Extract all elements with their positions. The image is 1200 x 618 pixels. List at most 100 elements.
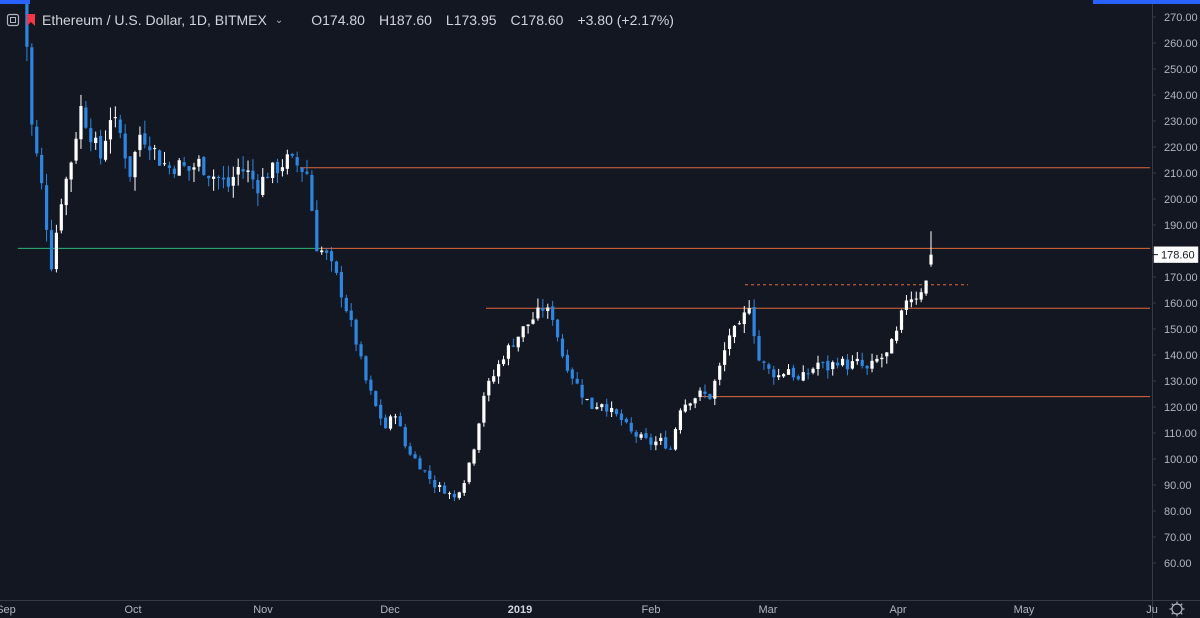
candle[interactable] bbox=[270, 162, 275, 184]
candle[interactable] bbox=[467, 462, 471, 485]
candle[interactable] bbox=[379, 399, 383, 426]
chevron-down-icon[interactable]: ⌄ bbox=[274, 14, 284, 26]
candle[interactable] bbox=[393, 413, 398, 425]
candlestick-series[interactable] bbox=[20, 0, 933, 502]
candle[interactable] bbox=[639, 432, 643, 440]
candle[interactable] bbox=[256, 174, 260, 207]
candle[interactable] bbox=[221, 165, 226, 189]
candle[interactable] bbox=[148, 136, 152, 161]
candle[interactable] bbox=[727, 328, 732, 356]
candle[interactable] bbox=[492, 369, 496, 384]
candle[interactable] bbox=[737, 320, 741, 325]
candle[interactable] bbox=[924, 280, 928, 296]
candle[interactable] bbox=[108, 107, 113, 154]
candle[interactable] bbox=[44, 173, 49, 242]
candle[interactable] bbox=[757, 330, 761, 362]
candle[interactable] bbox=[585, 398, 589, 401]
candle[interactable] bbox=[600, 403, 604, 411]
candle[interactable] bbox=[860, 352, 864, 369]
candle[interactable] bbox=[885, 352, 889, 364]
price-axis[interactable]: 280.00270.00260.00250.00240.00230.00220.… bbox=[1152, 0, 1198, 570]
candle[interactable] bbox=[747, 300, 751, 315]
candle[interactable] bbox=[831, 360, 835, 376]
candle[interactable] bbox=[521, 326, 525, 343]
candle[interactable] bbox=[384, 414, 388, 429]
candle[interactable] bbox=[329, 246, 334, 272]
candle[interactable] bbox=[54, 224, 58, 273]
candle[interactable] bbox=[99, 129, 103, 165]
candle[interactable] bbox=[619, 409, 624, 426]
candle[interactable] bbox=[285, 149, 289, 175]
candle[interactable] bbox=[506, 343, 511, 366]
candle[interactable] bbox=[855, 352, 859, 365]
candle[interactable] bbox=[477, 422, 481, 453]
candle[interactable] bbox=[334, 260, 339, 276]
candle[interactable] bbox=[649, 433, 653, 451]
candle[interactable] bbox=[59, 198, 63, 234]
candle[interactable] bbox=[349, 303, 353, 327]
candle[interactable] bbox=[325, 247, 329, 260]
candle[interactable] bbox=[501, 355, 506, 367]
candle[interactable] bbox=[703, 384, 707, 399]
candle[interactable] bbox=[310, 170, 314, 212]
candle[interactable] bbox=[806, 368, 810, 380]
candle[interactable] bbox=[118, 114, 122, 139]
candle[interactable] bbox=[364, 355, 368, 384]
candle[interactable] bbox=[162, 151, 167, 167]
candle[interactable] bbox=[280, 159, 285, 177]
candle[interactable] bbox=[826, 355, 830, 379]
candle[interactable] bbox=[472, 448, 476, 466]
candle[interactable] bbox=[875, 354, 879, 364]
candle[interactable] bbox=[442, 482, 447, 494]
candle[interactable] bbox=[369, 375, 373, 395]
candle[interactable] bbox=[447, 491, 452, 500]
candle[interactable] bbox=[413, 451, 417, 459]
candle[interactable] bbox=[742, 305, 746, 334]
candle[interactable] bbox=[541, 298, 545, 318]
candle[interactable] bbox=[605, 398, 609, 417]
candle[interactable] bbox=[74, 132, 78, 164]
candle[interactable] bbox=[462, 480, 466, 496]
candle[interactable] bbox=[644, 428, 648, 440]
candle[interactable] bbox=[246, 160, 250, 183]
candle[interactable] bbox=[688, 402, 692, 411]
candle[interactable] bbox=[182, 156, 186, 168]
candle[interactable] bbox=[89, 118, 93, 152]
candle[interactable] bbox=[69, 161, 73, 192]
candle[interactable] bbox=[551, 300, 555, 326]
candle[interactable] bbox=[212, 169, 216, 191]
candle[interactable] bbox=[781, 373, 786, 378]
candle[interactable] bbox=[305, 159, 309, 176]
candle[interactable] bbox=[693, 397, 697, 409]
candle[interactable] bbox=[40, 147, 44, 190]
candle[interactable] bbox=[113, 106, 117, 128]
candle[interactable] bbox=[845, 353, 850, 376]
candle[interactable] bbox=[570, 367, 574, 385]
candle[interactable] bbox=[929, 231, 933, 267]
candle[interactable] bbox=[241, 156, 245, 179]
candle[interactable] bbox=[624, 417, 628, 424]
candle[interactable] bbox=[398, 412, 402, 427]
candle[interactable] bbox=[167, 161, 172, 175]
candle[interactable] bbox=[202, 155, 206, 176]
candle[interactable] bbox=[25, 0, 29, 62]
candle[interactable] bbox=[157, 149, 162, 166]
candle[interactable] bbox=[732, 324, 737, 344]
symbol-legend[interactable]: Ethereum / U.S. Dollar, 1D, BITMEX ⌄ O17… bbox=[6, 10, 674, 30]
candle[interactable] bbox=[153, 144, 157, 160]
candle[interactable] bbox=[762, 360, 766, 370]
candle[interactable] bbox=[511, 338, 515, 348]
candle[interactable] bbox=[516, 336, 520, 352]
candle[interactable] bbox=[103, 130, 108, 162]
candle[interactable] bbox=[197, 155, 201, 172]
candle[interactable] bbox=[698, 387, 702, 401]
candle[interactable] bbox=[801, 365, 805, 382]
candle[interactable] bbox=[138, 126, 142, 157]
candle[interactable] bbox=[300, 166, 304, 182]
candle[interactable] bbox=[654, 436, 658, 451]
candle[interactable] bbox=[659, 433, 663, 445]
candle[interactable] bbox=[850, 355, 854, 370]
candle[interactable] bbox=[487, 377, 491, 402]
